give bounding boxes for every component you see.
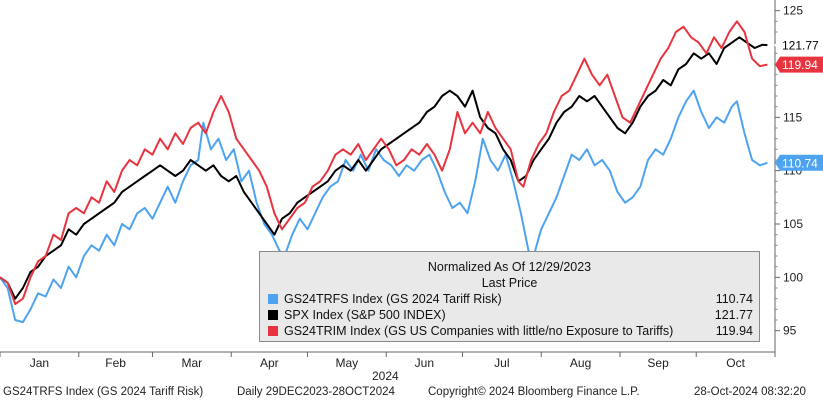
legend-value: 110.74 [715,292,753,306]
footer-copyright: Copyright© 2024 Bloomberg Finance L.P. [428,386,640,398]
footer-timestamp: 28-Oct-2024 08:32:20 [694,386,806,398]
last-value-tag-2: 119.94 [775,56,823,73]
legend-subtitle: Last Price [481,276,538,290]
legend-label: GS24TRIM Index (GS US Companies with lit… [284,324,674,338]
legend-swatch-black [268,310,278,320]
last-value-tag-1: 121.77 [774,36,823,54]
legend-row-spx: SPX Index (S&P 500 INDEX) 121.77 [268,308,753,324]
last-value-tag-bg [775,56,823,73]
x-tick-label: Mar [182,356,203,370]
x-tick-label: Sep [647,356,669,370]
x-tick-label: Jun [415,356,434,370]
x-tick-label: Apr [260,356,279,370]
legend-swatch-blue [268,294,278,304]
y-tick-label: 115 [783,110,802,124]
x-tick-label: May [336,356,359,370]
y-tick-label: 105 [783,217,803,231]
legend: Normalized As Of 12/29/2023 Last Price G… [259,251,760,342]
last-value-tag-bg [774,36,823,54]
legend-swatch-red [268,326,278,336]
series-line-0 [0,89,768,324]
footer-index-name: GS24TRFS Index (GS 2024 Tariff Risk) [3,386,204,398]
series-line-2 [0,20,768,305]
footer-date-range: Daily 29DEC2023-28OCT2024 [237,386,395,398]
last-value-tag-label: 121.77 [782,39,819,53]
x-axis-year-label: 2024 [372,369,399,383]
legend-row-no-exposure: GS24TRIM Index (GS US Companies with lit… [268,324,753,340]
legend-row-tariff-risk: GS24TRFS Index (GS 2024 Tariff Risk) 110… [268,292,753,308]
legend-value: 121.77 [714,308,753,322]
last-value-tag-bg [775,154,823,171]
x-tick-label: Feb [105,356,126,370]
last-value-tag-label: 119.94 [782,58,818,72]
legend-label: SPX Index (S&P 500 INDEX) [284,308,446,322]
y-tick-label: 100 [783,270,803,284]
series-line-1 [0,36,768,300]
x-tick-label: Jan [30,356,49,370]
last-value-tag-label: 110.74 [782,156,818,170]
last-value-tag-0: 110.74 [775,154,823,171]
y-tick-label: 125 [783,4,803,18]
legend-title: Normalized As Of 12/29/2023 [427,260,592,274]
x-tick-label: Jul [494,356,509,370]
legend-value: 119.94 [715,324,753,338]
x-tick-label: Aug [570,356,591,370]
x-tick-label: Oct [726,356,745,370]
legend-label: GS24TRFS Index (GS 2024 Tariff Risk) [284,292,502,306]
y-tick-label: 95 [783,324,797,338]
